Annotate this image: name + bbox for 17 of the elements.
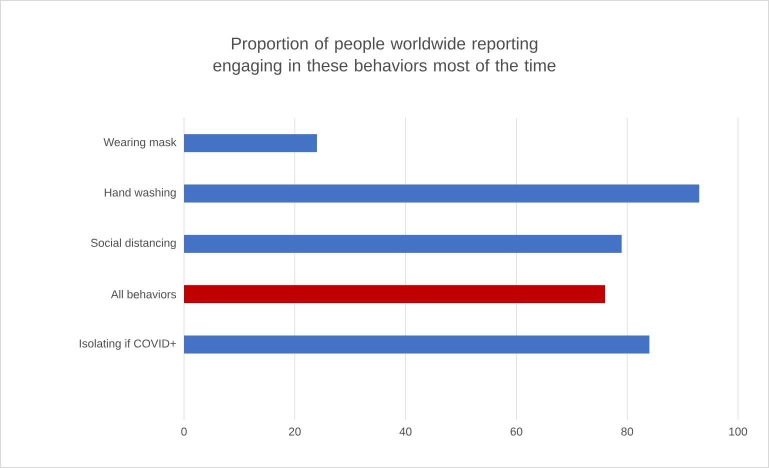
bar [184,234,622,253]
y-tick-label: Isolating if COVID+ [80,339,176,350]
x-tick-label: 0 [181,428,187,436]
y-tick-label: Social distancing [91,238,176,250]
bar [184,134,317,152]
chart-title: Proportion of people worldwide reporting engaging in these behaviors most of the time [213,37,556,75]
x-tick-label: 20 [289,428,301,436]
bar [184,335,650,354]
bar [184,184,700,202]
x-tick-label: 40 [400,428,412,436]
x-tick-label: 60 [510,428,522,436]
x-tick-label: 80 [621,428,634,436]
y-tick-label: All behaviors [110,290,176,298]
bar [184,285,606,304]
y-tick-label: Hand washing [104,188,176,199]
y-tick-label: Wearing mask [104,138,176,148]
x-tick-label: 100 [729,428,748,436]
